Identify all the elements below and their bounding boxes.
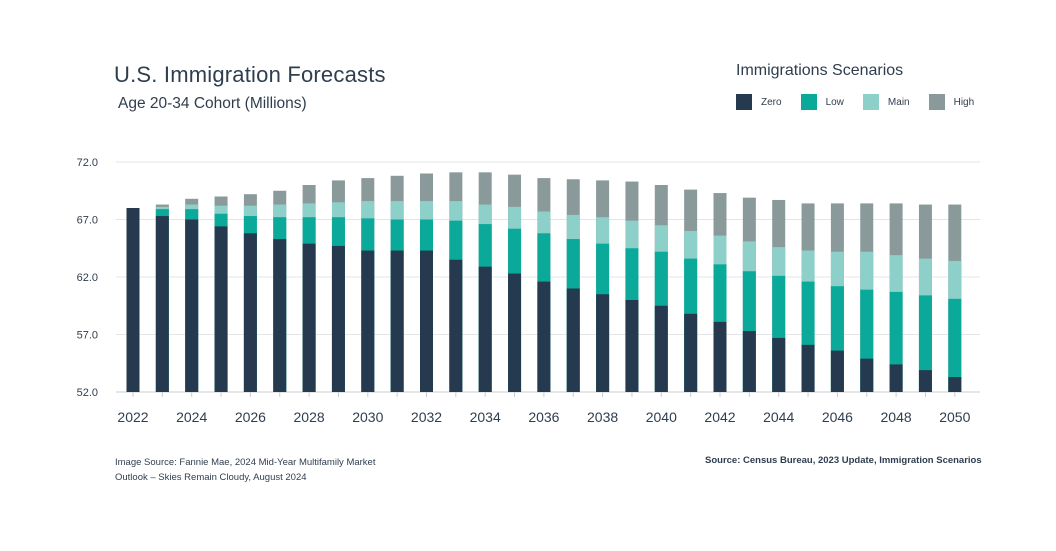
bar-zero — [948, 377, 962, 392]
chart-title: U.S. Immigration Forecasts — [114, 62, 386, 87]
x-tick-label: 2040 — [646, 409, 677, 425]
legend-swatch-zero — [736, 94, 752, 110]
bar-zero — [918, 370, 932, 392]
x-tick-label: 2032 — [411, 409, 442, 425]
legend-item-zero: Zero — [736, 94, 782, 110]
legend-label-main: Main — [887, 96, 910, 108]
bar-zero — [566, 288, 580, 392]
x-tick-label: 2024 — [176, 409, 207, 425]
legend-swatch-main — [862, 94, 879, 110]
x-tick-label: 2048 — [881, 409, 912, 425]
x-tick-label: 2050 — [939, 409, 970, 425]
x-tick-label: 2036 — [528, 409, 559, 425]
x-tick-label: 2038 — [587, 409, 618, 425]
bar-zero — [273, 239, 287, 392]
x-tick-label: 2030 — [352, 409, 383, 425]
bar-low — [948, 298, 962, 392]
bar-zero — [830, 350, 844, 392]
bar-zero — [361, 250, 375, 392]
y-tick-label: 62.0 — [77, 272, 98, 284]
bar-zero — [126, 208, 140, 392]
chart-subtitle: Age 20-34 Cohort (Millions) — [118, 95, 307, 112]
legend-item-main: Main — [862, 94, 910, 110]
bar-zero — [478, 266, 492, 392]
bar-zero — [214, 226, 228, 392]
bar-zero — [420, 250, 433, 392]
x-tick-label: 2022 — [117, 409, 148, 425]
legend-item-low: Low — [800, 94, 844, 110]
bar-zero — [302, 243, 316, 392]
x-tick-label: 2044 — [763, 409, 794, 425]
x-tick-label: 2028 — [294, 409, 325, 425]
bar-zero — [537, 281, 551, 392]
legend-label-zero: Zero — [761, 96, 782, 108]
legend-swatch-high — [928, 94, 945, 110]
legend-label-high: High — [953, 96, 975, 108]
bar-zero — [449, 259, 463, 392]
x-tick-label: 2026 — [235, 409, 266, 425]
y-tick-label: 72.0 — [77, 157, 98, 169]
bar-zero — [155, 216, 169, 392]
legend-swatch-low — [800, 94, 817, 110]
x-tick-label: 2034 — [470, 409, 501, 425]
bar-zero — [713, 321, 727, 392]
bar-zero — [243, 233, 257, 392]
bar-zero — [596, 294, 610, 392]
bar-zero — [508, 273, 522, 392]
bar-low — [918, 295, 932, 392]
y-tick-label: 57.0 — [77, 330, 98, 342]
bar-zero — [625, 300, 639, 392]
legend-label-low: Low — [825, 96, 844, 108]
y-tick-label: 67.0 — [77, 215, 98, 227]
bar-zero — [185, 219, 199, 392]
bar-zero — [889, 364, 903, 392]
data-source-note: Source: Census Bureau, 2023 Update, Immi… — [705, 455, 982, 466]
bar-zero — [331, 245, 345, 392]
x-tick-label: 2046 — [822, 409, 853, 425]
y-tick-label: 52.0 — [77, 387, 98, 399]
legend-item-high: High — [928, 94, 975, 110]
bar-zero — [390, 250, 404, 392]
bar-zero — [684, 313, 698, 392]
legend-title: Immigrations Scenarios — [736, 62, 904, 79]
bar-zero — [860, 358, 874, 392]
image-source-note: Image Source: Fannie Mae, 2024 Mid-Year … — [115, 455, 376, 485]
image-source-line-1: Image Source: Fannie Mae, 2024 Mid-Year … — [115, 457, 376, 468]
bar-zero — [772, 337, 786, 392]
bar-zero — [654, 305, 668, 392]
image-source-line-2: Outlook – Skies Remain Cloudy, August 20… — [115, 472, 307, 483]
x-tick-label: 2042 — [704, 409, 735, 425]
bar-zero — [742, 331, 756, 392]
bar-zero — [801, 344, 815, 392]
legend: Zero Low Main High — [736, 94, 974, 110]
